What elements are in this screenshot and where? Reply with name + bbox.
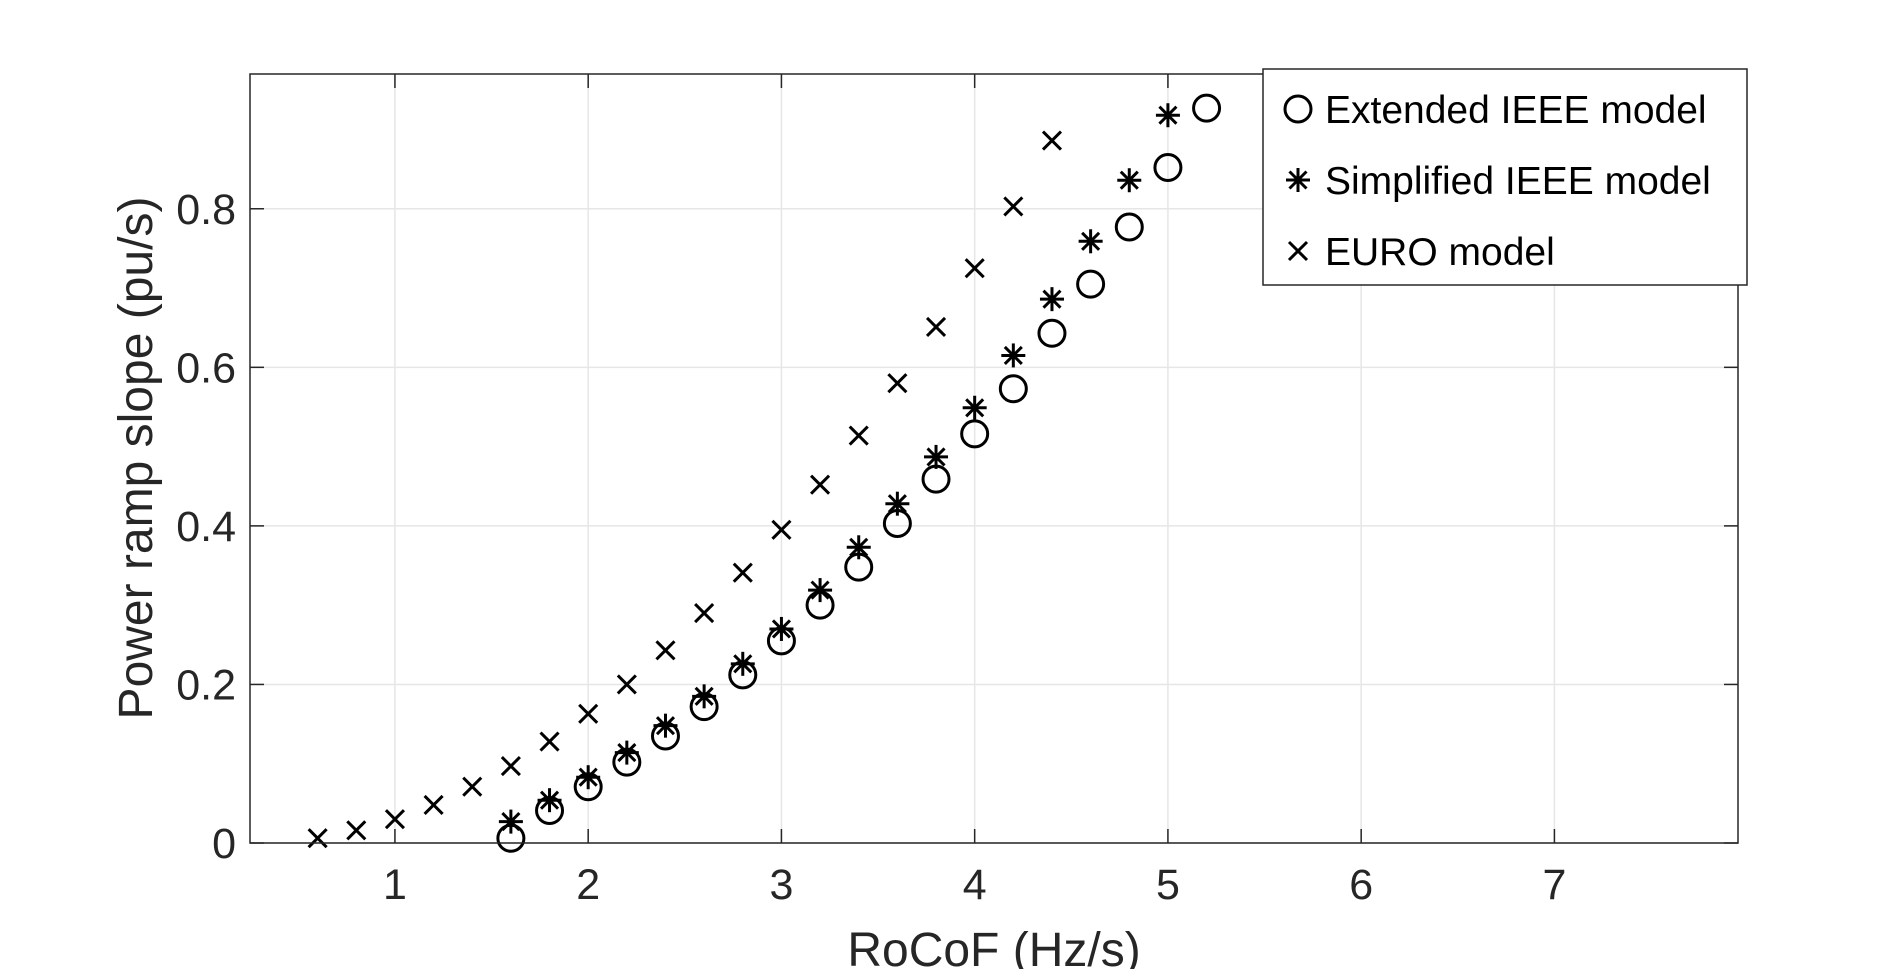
euro-model-point (964, 258, 985, 279)
simplified-ieee-model-point (576, 765, 601, 790)
euro-model-point (384, 809, 405, 830)
x-axis-label: RoCoF (Hz/s) (847, 924, 1140, 969)
simplified-ieee-model-point (1117, 168, 1142, 193)
euro-model-point (539, 731, 560, 752)
data-points (307, 93, 1222, 853)
euro-model-point (616, 674, 637, 695)
euro-model-point (887, 373, 908, 394)
extended-ieee-model-point (1037, 318, 1067, 348)
simplified-ieee-model-point (962, 395, 987, 420)
simplified-ieee-model-point (1155, 103, 1180, 128)
x-tick-label: 3 (769, 861, 793, 909)
legend-box (1262, 68, 1748, 286)
extended-ieee-model-point (960, 419, 990, 449)
extended-ieee-model-point (1192, 93, 1222, 123)
euro-model-point (848, 425, 869, 446)
extended-ieee-model-point (1153, 153, 1183, 183)
x-tick-label: 6 (1349, 861, 1373, 909)
simplified-ieee-model-point (614, 740, 639, 765)
x-tick-label: 4 (963, 861, 987, 909)
extended-ieee-model-point (1076, 269, 1106, 299)
x-tick-label: 2 (576, 861, 600, 909)
euro-model-point (307, 828, 328, 849)
simplified-ieee-model-point (885, 491, 910, 516)
plot-frame (249, 73, 1739, 844)
simplified-ieee-model-point (769, 616, 794, 641)
simplified-ieee-model-point (653, 713, 678, 738)
x-tick-label: 7 (1542, 861, 1566, 909)
simplified-ieee-model-point (924, 444, 949, 469)
legend-markers (1283, 94, 1313, 262)
extended-ieee-model-point (1114, 212, 1144, 242)
legend-marker-euro-model (1287, 240, 1309, 262)
euro-model-point (1003, 196, 1024, 217)
x-tick-labels: 1 2 3 4 5 6 7 (383, 861, 1566, 909)
x-tick-label: 5 (1156, 861, 1180, 909)
legend-label-extended-ieee: Extended IEEE model (1325, 89, 1707, 132)
simplified-ieee-model-point (1039, 287, 1064, 312)
euro-model-point (423, 794, 444, 816)
euro-model-point (925, 316, 947, 337)
euro-model-point (732, 562, 753, 583)
euro-model-point (500, 756, 521, 777)
legend-marker-extended-ieee-model (1283, 94, 1313, 124)
legend-label-simplified-ieee: Simplified IEEE model (1325, 160, 1711, 203)
simplified-ieee-model-point (498, 809, 523, 834)
y-tick-label: 0.2 (176, 661, 236, 709)
legend: Extended IEEE model Simplified IEEE mode… (1262, 68, 1748, 286)
legend-label-euro: EURO model (1325, 231, 1555, 274)
y-tick-label: 0.6 (176, 344, 236, 392)
euro-model-point (694, 603, 715, 624)
y-tick-label: 0.4 (176, 503, 236, 551)
simplified-ieee-model-point (846, 535, 871, 560)
euro-model-point (578, 703, 599, 724)
axis-ticks (250, 74, 1738, 844)
y-axis-label: Power ramp slope (pu/s) (110, 197, 163, 720)
y-tick-labels: 0 0.2 0.4 0.6 0.8 (176, 186, 236, 868)
simplified-ieee-model-point (692, 684, 717, 709)
y-tick-label: 0 (212, 820, 236, 868)
euro-model-point (771, 519, 792, 540)
euro-model-point (1041, 130, 1063, 151)
legend-marker-simplified-ieee-model (1286, 168, 1310, 192)
simplified-ieee-model-point (730, 651, 755, 676)
simplified-ieee-model-point (537, 788, 562, 813)
y-tick-label: 0.8 (176, 186, 236, 234)
simplified-ieee-model-point (1001, 343, 1026, 368)
simplified-ieee-model-point (808, 578, 833, 603)
extended-ieee-model-point (998, 374, 1028, 404)
euro-model-point (462, 776, 483, 797)
euro-model-point (346, 820, 367, 841)
euro-model-point (655, 640, 676, 661)
euro-model-point (810, 474, 831, 495)
simplified-ieee-model-point (1078, 229, 1103, 254)
x-tick-label: 1 (383, 861, 407, 909)
